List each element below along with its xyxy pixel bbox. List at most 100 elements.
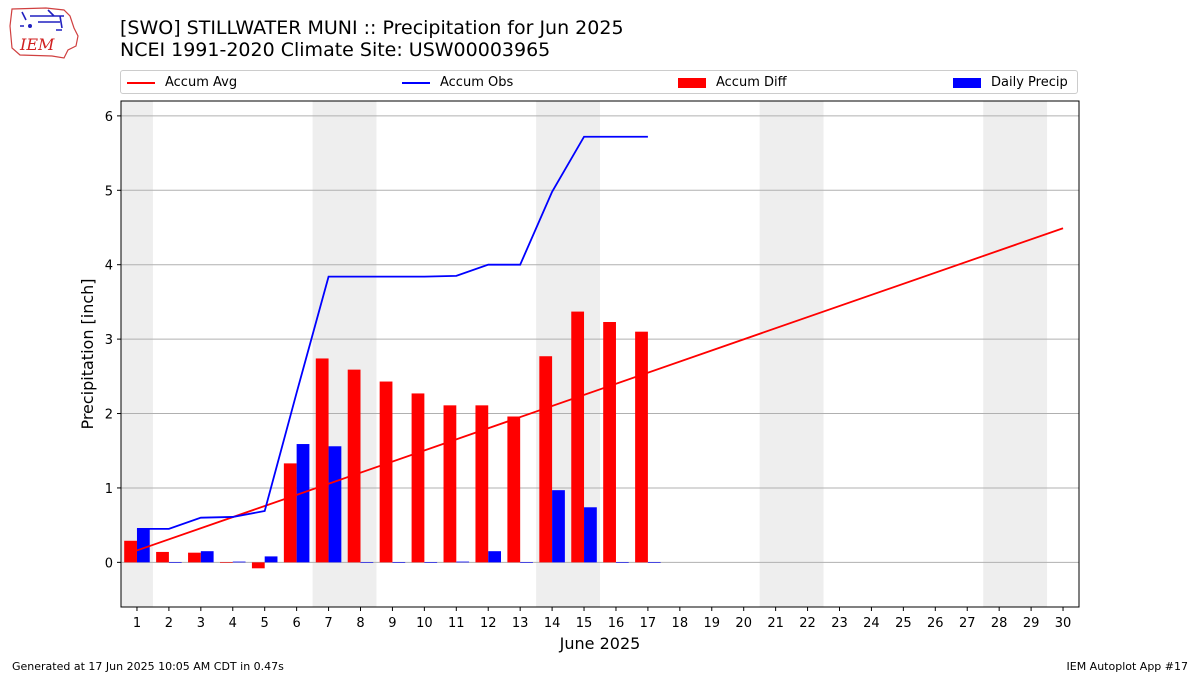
legend-label: Daily Precip [991,75,1068,90]
x-tick-label: 8 [356,616,364,631]
x-tick-label: 14 [544,616,561,631]
series-lines [136,135,1064,552]
legend-swatch-bar-red [678,78,706,88]
iem-logo: IEM [9,7,79,59]
daily-precip-bar [168,562,182,563]
legend-label: Accum Diff [716,75,787,90]
y-tick-label: 6 [105,110,113,125]
footer-app-text: IEM Autoplot App #17 [1066,660,1189,673]
weekend-band [759,101,824,607]
x-tick-label: 15 [576,616,593,631]
x-tick-label: 16 [608,616,625,631]
accum-diff-bar [347,369,361,563]
daily-precip-bar [136,528,150,563]
x-axis-label: June 2025 [559,634,641,653]
x-tick-label: 30 [1055,616,1072,631]
title-line-2: NCEI 1991-2020 Climate Site: USW00003965 [120,39,551,61]
x-tick-label: 2 [165,616,173,631]
grid-lines [121,115,1079,563]
accum-diff-bar [219,562,233,563]
daily-precip-bar [392,562,406,563]
daily-precip-bar [200,551,214,563]
x-tick-label: 27 [959,616,976,631]
x-tick-label: 1 [133,616,141,631]
accum-avg-line [136,227,1064,552]
accum-diff-bar [443,405,457,563]
accum-diff-bar [315,358,329,563]
accum-diff-bar [603,322,616,563]
daily-precip-bar [232,561,246,563]
x-tick-label: 7 [324,616,332,631]
accum-diff-bar [251,562,265,569]
x-tick-label: 19 [703,616,720,631]
accum-diff-bar [156,551,169,563]
daily-precip-bar [488,551,502,563]
daily-precip-bar [456,561,470,563]
y-tick-label: 5 [105,184,113,199]
accum-diff-bar [379,381,393,563]
x-tick-label: 21 [767,616,784,631]
x-tick-label: 13 [512,616,529,631]
x-tick-label: 12 [480,616,497,631]
accum-obs-line [136,135,648,530]
accum-diff-bar [571,311,585,563]
accum-diff-bar [283,463,297,563]
bars [124,311,661,569]
y-tick-label: 1 [105,482,113,497]
daily-precip-bar [647,562,661,563]
legend-swatch-bar-blue [953,78,981,88]
weekend-band [983,101,1048,607]
x-tick-label: 20 [735,616,752,631]
daily-precip-bar [584,507,597,563]
y-tick-label: 0 [105,556,113,571]
accum-diff-bar [124,540,137,563]
legend-label: Accum Avg [165,75,238,90]
daily-precip-bar [296,444,310,563]
y-axis: 0 1 2 3 4 5 6 [105,110,121,571]
x-tick-label: 9 [388,616,396,631]
accum-diff-bar [411,393,425,563]
x-tick-label: 28 [991,616,1008,631]
x-tick-label: 10 [416,616,433,631]
legend-label: Accum Obs [440,75,514,90]
daily-precip-bar [520,562,533,563]
chart-title: [SWO] STILLWATER MUNI :: Precipitation f… [120,17,624,61]
daily-precip-bar [264,556,278,563]
y-tick-label: 2 [105,408,113,423]
x-tick-label: 25 [895,616,912,631]
weekend-band [121,101,153,607]
accum-diff-bar [188,552,201,563]
x-tick-label: 3 [197,616,205,631]
x-tick-label: 22 [799,616,816,631]
daily-precip-bar [424,562,438,563]
accum-diff-bar [475,405,489,563]
plot-frame [120,100,1080,608]
x-tick-label: 5 [261,616,269,631]
x-tick-label: 23 [831,616,848,631]
daily-precip-bar [328,446,342,563]
x-axis: 1 2 3 4 5 6 7 8 9 10 11 12 13 14 15 16 17 18 19 20 21 22 23 24 2… [133,607,1071,631]
x-tick-label: 4 [229,616,237,631]
x-tick-label: 24 [863,616,880,631]
x-tick-label: 17 [640,616,657,631]
daily-precip-bar [360,562,374,563]
x-tick-label: 11 [448,616,465,631]
x-tick-label: 29 [1023,616,1040,631]
footer-generated-text: Generated at 17 Jun 2025 10:05 AM CDT in… [12,660,284,673]
legend-swatch-line-red [127,82,155,84]
accum-diff-bar [635,331,648,563]
accum-diff-bar [507,416,521,563]
title-line-1: [SWO] STILLWATER MUNI :: Precipitation f… [120,17,624,39]
logo-text: IEM [19,35,55,54]
legend-swatch-line-blue [402,82,430,84]
x-tick-label: 26 [927,616,944,631]
accum-diff-bar [539,356,553,563]
y-axis-label: Precipitation [inch] [78,278,97,429]
legend: Accum Avg Accum Obs Accum Diff Daily Pre… [120,70,1078,94]
daily-precip-bar [615,562,629,563]
y-tick-label: 3 [105,333,113,348]
daily-precip-bar [552,490,565,563]
y-tick-label: 4 [105,259,113,274]
x-tick-label: 6 [292,616,300,631]
